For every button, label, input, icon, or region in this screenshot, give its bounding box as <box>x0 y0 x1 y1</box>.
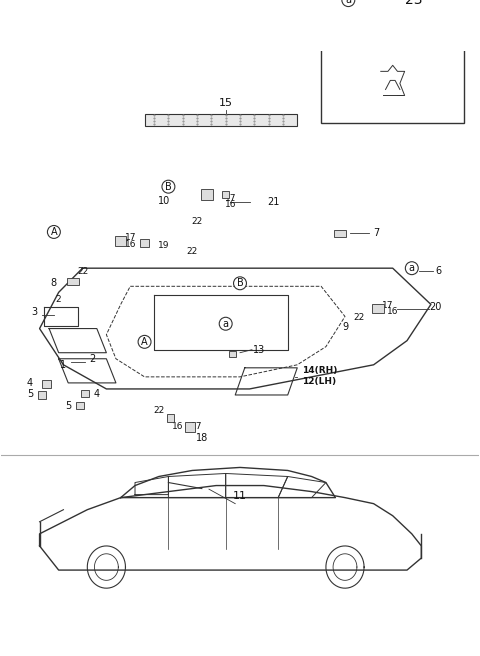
Bar <box>37 392 46 399</box>
Bar <box>167 415 174 422</box>
Text: a: a <box>409 263 415 273</box>
Text: 8: 8 <box>51 278 57 288</box>
Text: 17: 17 <box>382 301 394 310</box>
Bar <box>334 230 346 237</box>
Text: 18: 18 <box>196 434 208 443</box>
Bar <box>321 0 464 36</box>
Text: 17: 17 <box>124 234 136 243</box>
Text: 1: 1 <box>60 359 67 370</box>
Bar <box>140 239 149 247</box>
Text: 22: 22 <box>192 216 203 226</box>
Text: a: a <box>345 0 351 5</box>
Text: 5: 5 <box>65 401 72 411</box>
Text: 16: 16 <box>124 239 136 249</box>
Text: 16: 16 <box>387 307 398 316</box>
Text: 17: 17 <box>225 194 236 203</box>
Text: 21: 21 <box>267 197 279 207</box>
Text: A: A <box>50 227 57 237</box>
Text: 15: 15 <box>219 98 233 108</box>
Text: 4: 4 <box>94 389 100 399</box>
Bar <box>42 380 51 388</box>
Text: 16: 16 <box>172 422 184 432</box>
Text: 22: 22 <box>77 267 88 276</box>
Bar <box>81 390 89 398</box>
Bar <box>67 278 79 285</box>
FancyBboxPatch shape <box>144 114 297 127</box>
Bar <box>185 422 195 432</box>
Text: 17: 17 <box>192 422 203 432</box>
Bar <box>201 189 213 200</box>
Text: 19: 19 <box>158 241 169 250</box>
Text: 22: 22 <box>354 313 365 322</box>
Bar <box>76 402 84 409</box>
Text: 22: 22 <box>153 405 165 415</box>
Bar <box>229 351 237 357</box>
Text: 22: 22 <box>187 247 198 256</box>
Text: B: B <box>237 278 243 288</box>
Text: 23: 23 <box>406 0 423 7</box>
Text: 10: 10 <box>157 195 170 206</box>
Bar <box>222 191 229 198</box>
Bar <box>116 236 126 245</box>
Text: 6: 6 <box>436 266 442 276</box>
Text: 4: 4 <box>27 378 33 388</box>
Text: 13: 13 <box>253 344 265 355</box>
Text: 9: 9 <box>342 321 348 332</box>
Text: 2: 2 <box>89 354 95 364</box>
Text: 11: 11 <box>233 491 247 501</box>
Text: 3: 3 <box>32 307 38 318</box>
Text: 5: 5 <box>27 389 33 399</box>
Text: 16: 16 <box>225 200 236 209</box>
Text: a: a <box>223 319 228 329</box>
Bar <box>372 304 384 313</box>
Text: 2: 2 <box>56 295 61 304</box>
Text: A: A <box>141 337 148 347</box>
Text: 12(LH): 12(LH) <box>302 377 336 386</box>
Text: B: B <box>165 182 172 192</box>
Text: 7: 7 <box>373 228 380 238</box>
Text: 20: 20 <box>430 302 442 312</box>
Bar <box>321 0 464 123</box>
Text: 14(RH): 14(RH) <box>302 366 337 375</box>
